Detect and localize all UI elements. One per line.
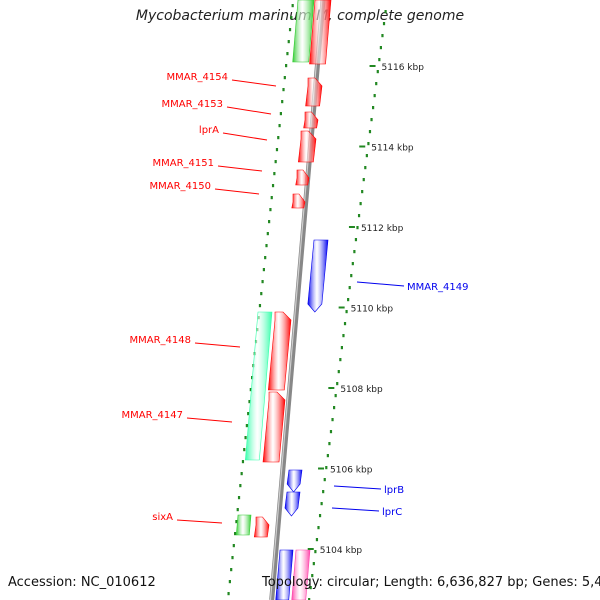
scale-label: 5110 kbp	[351, 305, 394, 315]
gene-label-mmar-4150[interactable]: MMAR_4150	[150, 181, 212, 192]
gene-mmar-4150[interactable]	[291, 193, 306, 209]
gene-label-mmar-4147[interactable]: MMAR_4147	[122, 410, 184, 421]
summary-text: Topology: circular; Length: 6,636,827 bp…	[262, 575, 600, 590]
gene-lprc[interactable]	[284, 491, 301, 517]
gene-label-mmar-4151[interactable]: MMAR_4151	[153, 158, 215, 169]
gene-lpra[interactable]	[298, 130, 317, 163]
feature-teal-block	[245, 311, 273, 461]
gene-label-mmar-4153[interactable]: MMAR_4153	[162, 99, 224, 110]
scale-label: 5106 kbp	[330, 466, 373, 476]
gene-labels: MMAR_4154 MMAR_4153 lprA MMAR_4151 MMAR_4150…	[122, 72, 469, 524]
feature-pink-bottom	[291, 549, 311, 600]
feature-red-top	[309, 0, 332, 65]
feature-blue-bottom	[275, 549, 294, 600]
gene-sixa[interactable]	[253, 516, 270, 538]
gene-label-sixa[interactable]: sixA	[152, 512, 173, 523]
gene-mmar-4154[interactable]	[305, 77, 323, 107]
gene-label-mmar-4154[interactable]: MMAR_4154	[167, 72, 229, 83]
scale-track: 5116 kbp 5114 kbp 5112 kbp 5110 kbp 5108 kbp…	[307, 63, 425, 556]
scale-label: 5112 kbp	[361, 224, 404, 234]
gene-label-lprb[interactable]: lprB	[384, 485, 404, 496]
gene-lprb[interactable]	[286, 469, 303, 493]
scale-label: 5104 kbp	[320, 546, 363, 556]
scale-label: 5114 kbp	[371, 144, 414, 154]
gene-mmar-4149[interactable]	[307, 239, 329, 313]
gene-mmar-4153[interactable]	[303, 111, 319, 129]
feature-green-sixa	[235, 514, 252, 536]
feature-track	[235, 0, 332, 600]
gene-mmar-4148[interactable]	[268, 311, 292, 391]
gene-mmar-4147[interactable]	[262, 391, 286, 463]
gene-label-mmar-4148[interactable]: MMAR_4148	[130, 335, 192, 346]
scale-label: 5116 kbp	[382, 63, 425, 73]
gene-label-lpra[interactable]: lprA	[199, 125, 219, 136]
gene-label-mmar-4149[interactable]: MMAR_4149	[407, 282, 469, 293]
accession-text: Accession: NC_010612	[8, 575, 156, 590]
gene-mmar-4151[interactable]	[295, 169, 310, 186]
feature-green-top	[292, 0, 315, 63]
dotted-guides	[227, 4, 387, 600]
scale-label: 5108 kbp	[340, 385, 383, 395]
gene-label-lprc[interactable]: lprC	[382, 507, 402, 518]
